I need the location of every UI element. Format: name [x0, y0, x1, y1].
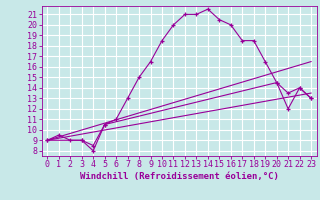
X-axis label: Windchill (Refroidissement éolien,°C): Windchill (Refroidissement éolien,°C): [80, 172, 279, 181]
